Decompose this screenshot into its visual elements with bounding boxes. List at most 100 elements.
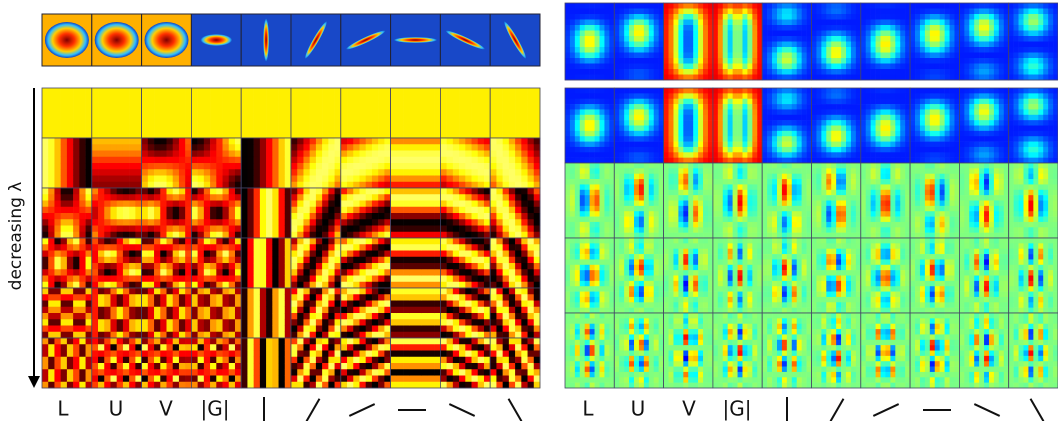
pixel xyxy=(73,125,80,133)
pixel xyxy=(885,36,891,42)
pixel xyxy=(767,74,773,81)
pixel xyxy=(648,47,655,53)
pixel xyxy=(533,263,541,270)
pixel xyxy=(365,344,373,351)
pixel xyxy=(129,106,136,114)
pixel xyxy=(116,338,124,345)
pixel xyxy=(259,200,267,208)
pixel xyxy=(197,275,205,283)
pixel xyxy=(452,363,460,370)
pixel xyxy=(141,188,149,195)
pixel xyxy=(459,181,466,189)
pixel xyxy=(259,100,267,108)
pixel xyxy=(440,156,447,164)
pixel xyxy=(663,41,669,48)
pixel xyxy=(241,150,248,158)
pixel xyxy=(160,331,167,339)
pixel xyxy=(247,250,254,258)
pixel xyxy=(297,225,304,233)
pixel xyxy=(629,25,635,31)
pixel xyxy=(384,119,391,126)
pixel xyxy=(757,14,763,20)
pixel xyxy=(178,231,186,239)
pixel xyxy=(291,156,298,164)
pixel xyxy=(390,113,398,120)
pixel xyxy=(634,41,640,48)
pixel xyxy=(643,74,650,81)
pixel xyxy=(521,300,528,308)
pixel xyxy=(203,231,211,239)
pixel xyxy=(396,231,404,239)
pixel xyxy=(135,231,142,239)
pixel xyxy=(465,144,472,151)
pixel xyxy=(434,325,441,333)
pixel xyxy=(850,3,857,9)
pixel xyxy=(781,41,788,48)
pixel xyxy=(658,52,664,59)
pixel xyxy=(48,213,55,220)
pixel xyxy=(890,47,896,53)
pixel xyxy=(811,69,817,75)
pixel xyxy=(403,256,410,264)
pixel xyxy=(910,47,916,53)
pixel xyxy=(658,3,664,9)
pixel xyxy=(278,350,286,358)
pixel xyxy=(831,63,837,70)
pixel xyxy=(427,288,435,295)
pixel xyxy=(185,375,192,383)
pixel xyxy=(303,225,310,233)
pixel xyxy=(527,94,535,101)
pixel xyxy=(116,225,124,233)
pixel xyxy=(446,175,454,183)
pixel xyxy=(160,263,167,270)
pixel xyxy=(266,213,273,220)
pixel xyxy=(122,338,130,345)
pixel xyxy=(688,52,694,59)
pixel xyxy=(315,294,323,301)
pixel xyxy=(216,363,223,370)
pixel xyxy=(135,106,142,114)
pixel xyxy=(347,325,354,333)
pixel xyxy=(384,344,391,351)
pixel xyxy=(328,125,335,133)
pixel xyxy=(284,325,292,333)
pixel xyxy=(166,231,174,239)
pixel xyxy=(890,30,896,37)
pixel xyxy=(104,338,111,345)
pixel xyxy=(54,325,61,333)
pixel xyxy=(135,281,142,289)
pixel xyxy=(322,113,329,120)
pixel xyxy=(668,8,674,15)
pixel xyxy=(707,52,714,59)
pixel xyxy=(875,30,881,37)
pixel xyxy=(515,344,522,351)
pixel xyxy=(154,275,161,283)
pixel xyxy=(502,306,510,314)
pixel xyxy=(900,41,906,48)
pixel xyxy=(322,338,329,345)
pixel xyxy=(427,281,435,289)
pixel xyxy=(693,19,699,26)
pixel xyxy=(396,181,404,189)
pixel xyxy=(291,144,298,151)
pixel xyxy=(228,94,236,101)
pixel xyxy=(60,375,68,383)
pixel xyxy=(762,8,768,15)
pixel xyxy=(116,113,124,120)
pixel xyxy=(85,169,93,176)
blob-shape xyxy=(503,20,527,60)
pixel xyxy=(483,238,491,245)
pixel xyxy=(371,119,379,126)
tile-border xyxy=(489,337,541,389)
pixel xyxy=(821,30,827,37)
pixel xyxy=(328,375,335,383)
pixel xyxy=(129,231,136,239)
pixel xyxy=(54,144,61,151)
pixel xyxy=(471,144,479,151)
pixel xyxy=(203,381,211,389)
pixel xyxy=(924,47,931,53)
pixel xyxy=(465,100,472,108)
pixel xyxy=(767,19,773,26)
pixel xyxy=(757,25,763,31)
pixel xyxy=(762,3,768,9)
